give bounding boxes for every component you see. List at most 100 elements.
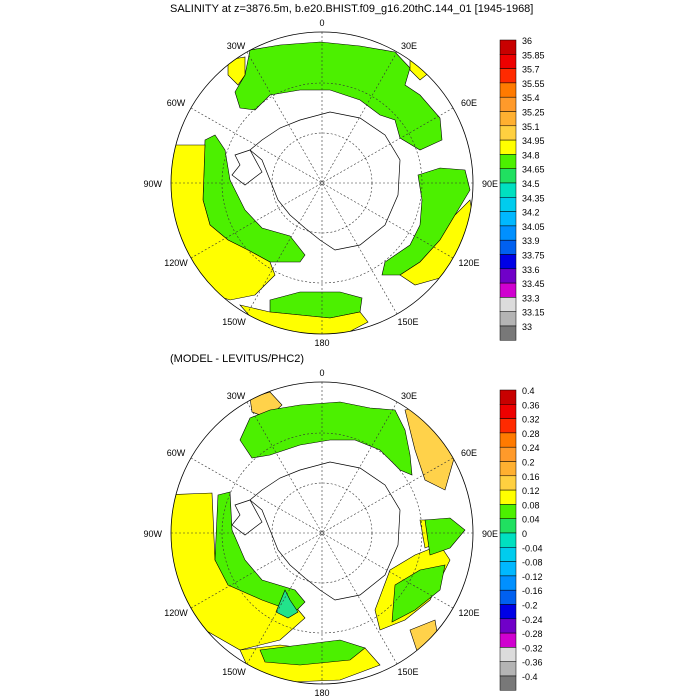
colorbar-swatch-0-9	[499, 168, 517, 184]
lon-label-top-1: 30E	[401, 41, 417, 51]
colorbar-swatch-1-8	[499, 504, 517, 519]
colorbar-swatch-1-20	[499, 675, 517, 691]
lon-label-bottom-8: 120W	[164, 608, 188, 618]
colorbar-swatch-1-0	[499, 389, 517, 405]
colorbar-swatch-1-17	[499, 632, 517, 648]
colorbar-swatch-0-0	[499, 39, 517, 55]
colorbar-swatch-1-3	[499, 432, 517, 448]
colorbar-label-0-6: 35.1	[522, 122, 540, 132]
colorbar-swatch-0-14	[499, 239, 517, 255]
colorbar-label-0-12: 34.2	[522, 208, 540, 218]
colorbar-swatch-0-2	[499, 68, 517, 84]
colorbar-swatch-1-11	[499, 547, 517, 562]
lon-label-top-4: 120E	[458, 258, 479, 268]
antarctica-outline	[249, 111, 401, 251]
colorbar-label-1-15: -0.2	[522, 601, 538, 611]
lon-label-top-2: 60E	[461, 98, 477, 108]
colorbar-label-0-1: 35.85	[522, 50, 545, 60]
colorbar-label-0-0: 36	[522, 36, 532, 46]
lon-label-bottom-4: 120E	[458, 608, 479, 618]
colorbar-swatch-0-16	[499, 268, 517, 284]
colorbar-swatch-1-1	[499, 404, 517, 419]
colorbar-label-0-11: 34.35	[522, 193, 545, 203]
lon-label-bottom-5: 150E	[397, 667, 418, 677]
colorbar-label-1-14: -0.16	[522, 586, 543, 596]
colorbar-label-1-3: 0.28	[522, 429, 540, 439]
lon-label-top-6: 180	[314, 338, 329, 348]
colorbar-label-1-13: -0.12	[522, 572, 543, 582]
colorbar-label-0-14: 33.9	[522, 236, 540, 246]
colorbar-label-1-18: -0.32	[522, 643, 543, 653]
colorbar-swatch-1-2	[499, 418, 517, 434]
lon-label-top-7: 150W	[222, 317, 246, 327]
colorbar-swatch-0-19	[499, 311, 517, 327]
colorbar-swatch-0-6	[499, 125, 517, 141]
colorbar-label-1-10: 0	[522, 529, 527, 539]
polar-map-salinity	[170, 31, 474, 335]
colorbar-label-1-1: 0.36	[522, 400, 540, 410]
colorbar-label-0-17: 33.45	[522, 279, 545, 289]
colorbar-swatch-1-9	[499, 518, 517, 534]
colorbar-label-1-2: 0.32	[522, 415, 540, 425]
colorbar-swatch-0-15	[499, 254, 517, 270]
colorbar-swatch-0-10	[499, 182, 517, 198]
colorbar-label-1-11: -0.04	[522, 543, 543, 553]
colorbar-swatch-0-7	[499, 139, 517, 155]
colorbar-swatch-1-18	[499, 647, 517, 662]
colorbar-label-1-7: 0.12	[522, 486, 540, 496]
antarctic-peninsula-bottom	[231, 499, 263, 536]
colorbar-swatch-1-15	[499, 604, 517, 620]
colorbar-swatch-1-4	[499, 446, 517, 462]
colorbar-label-0-2: 35.7	[522, 65, 540, 75]
colorbar-swatch-1-16	[499, 618, 517, 634]
difference-field-green	[214, 401, 466, 666]
lon-label-bottom-7: 150W	[222, 667, 246, 677]
colorbar-label-0-10: 34.5	[522, 179, 540, 189]
lon-label-bottom-1: 30E	[401, 391, 417, 401]
colorbar-label-0-13: 34.05	[522, 222, 545, 232]
lon-label-bottom-9: 90W	[143, 529, 162, 539]
colorbar-label-1-4: 0.24	[522, 443, 540, 453]
colorbar-swatch-1-10	[499, 532, 517, 548]
colorbar-swatch-1-6	[499, 475, 517, 491]
chart-title-top: SALINITY at z=3876.5m, b.e20.BHIST.f09_g…	[170, 3, 534, 15]
colorbar-label-0-16: 33.6	[522, 265, 540, 275]
colorbar-label-0-9: 34.65	[522, 165, 545, 175]
colorbar-label-0-3: 35.55	[522, 79, 545, 89]
colorbar-label-1-12: -0.08	[522, 558, 543, 568]
colorbar-label-0-15: 33.75	[522, 251, 545, 261]
colorbar-label-1-6: 0.16	[522, 472, 540, 482]
lon-label-top-3: 90E	[482, 179, 498, 189]
lon-label-top-8: 120W	[164, 258, 188, 268]
lon-label-top-10: 60W	[167, 98, 186, 108]
colorbar-label-1-19: -0.36	[522, 658, 543, 668]
lon-label-bottom-2: 60E	[461, 448, 477, 458]
colorbar-label-1-16: -0.24	[522, 615, 543, 625]
colorbar-swatch-1-5	[499, 461, 517, 477]
colorbar-label-0-19: 33.15	[522, 308, 545, 318]
map-border-bottom	[170, 381, 474, 685]
colorbar-label-1-8: 0.08	[522, 500, 540, 510]
colorbar-swatch-0-20	[499, 325, 517, 341]
lon-label-top-9: 90W	[143, 179, 162, 189]
graticule-top	[171, 32, 473, 334]
colorbar-swatch-0-11	[499, 197, 517, 212]
colorbar-swatch-1-12	[499, 561, 517, 577]
colorbars: 36 35.85 35.7 35.55 35.4 35.25 35.1 34.95 34.8 34…	[499, 36, 545, 691]
colorbar-swatch-1-7	[499, 489, 517, 505]
difference-field-light-green	[275, 589, 299, 619]
colorbar-label-1-0: 0.4	[522, 386, 535, 396]
colorbar-label-1-17: -0.28	[522, 629, 543, 639]
colorbar-swatch-0-17	[499, 282, 517, 298]
colorbar-swatch-0-12	[499, 211, 517, 227]
lon-label-bottom-3: 90E	[482, 529, 498, 539]
colorbar-label-0-20: 33	[522, 322, 532, 332]
lon-label-top-11: 30W	[227, 41, 246, 51]
colorbar-swatch-1-19	[499, 661, 517, 677]
colorbar-label-0-5: 35.25	[522, 108, 545, 118]
colorbar-label-0-8: 34.8	[522, 150, 540, 160]
lon-label-bottom-0: 0	[319, 368, 324, 378]
lon-label-bottom-11: 30W	[227, 391, 246, 401]
lon-label-top-5: 150E	[397, 317, 418, 327]
colorbar-swatch-0-1	[499, 54, 517, 69]
